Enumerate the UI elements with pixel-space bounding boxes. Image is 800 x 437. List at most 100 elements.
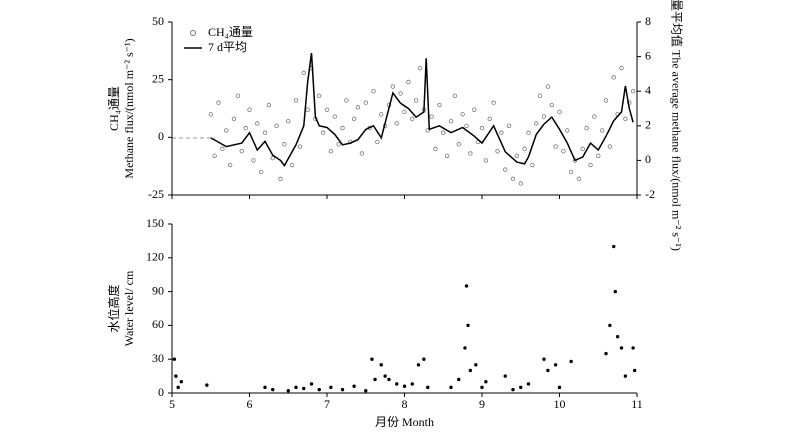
data-point <box>569 359 573 364</box>
data-point <box>472 107 477 112</box>
data-point <box>379 112 384 117</box>
data-point <box>592 114 597 119</box>
data-point <box>293 98 299 103</box>
data-point <box>565 128 570 133</box>
y-axis-label: Water level/ cm <box>122 270 136 346</box>
data-point <box>224 128 229 133</box>
y-tick-label: 90 <box>152 283 164 297</box>
data-point <box>355 105 361 110</box>
data-point <box>317 93 322 99</box>
data-point <box>534 121 539 126</box>
data-point <box>514 153 520 158</box>
data-point <box>537 93 543 99</box>
data-point <box>541 114 547 119</box>
data-point <box>545 84 551 89</box>
data-point <box>511 387 515 392</box>
data-point <box>546 368 550 373</box>
data-point <box>522 146 527 152</box>
data-point <box>402 384 407 388</box>
data-point <box>526 382 531 386</box>
data-point <box>364 389 368 393</box>
data-point <box>557 385 562 390</box>
data-point <box>596 153 601 158</box>
y-tick-label: 0 <box>158 385 164 399</box>
data-point <box>426 385 430 390</box>
data-point <box>612 244 616 249</box>
data-point <box>395 382 399 386</box>
x-tick-label: 11 <box>631 397 643 411</box>
data-point <box>324 107 330 112</box>
data-point <box>468 151 473 156</box>
data-point <box>499 130 504 135</box>
data-point <box>413 98 419 103</box>
data-point <box>588 162 593 168</box>
data-point <box>255 121 260 126</box>
data-point <box>406 79 411 85</box>
data-point <box>297 144 303 149</box>
data-point <box>623 116 628 122</box>
data-point <box>619 65 624 71</box>
x-axis-label: 月份 Month <box>375 415 434 429</box>
data-point <box>179 380 183 384</box>
data-point <box>344 98 349 103</box>
data-point <box>359 151 365 156</box>
y-tick-label: 25 <box>152 71 164 85</box>
data-point <box>205 383 209 387</box>
y-tick-label: 30 <box>152 351 164 365</box>
data-point <box>568 169 574 175</box>
y2-axis-label: CH₄通量平均值 The average methane flux/(nmol … <box>669 0 684 251</box>
data-point <box>448 118 454 124</box>
data-point <box>375 139 380 145</box>
y2-tick-label: 6 <box>645 48 651 62</box>
data-point <box>220 146 225 152</box>
data-point <box>623 374 628 378</box>
data-point <box>417 65 423 71</box>
data-point <box>608 323 612 328</box>
data-point <box>363 100 368 105</box>
data-point <box>383 374 387 378</box>
data-point <box>464 123 469 128</box>
data-point <box>301 70 306 75</box>
y2-tick-label: 0 <box>645 152 651 166</box>
data-point <box>174 374 178 378</box>
data-point <box>483 158 489 163</box>
data-point <box>553 144 558 149</box>
y2-tick-label: 4 <box>645 83 651 97</box>
data-point <box>262 130 268 135</box>
data-point <box>402 109 407 115</box>
data-point <box>468 368 473 373</box>
legend-label: 7 d平均 <box>208 40 247 54</box>
data-point <box>294 385 298 390</box>
legend-label: CH₄通量 <box>208 25 253 39</box>
data-point <box>351 116 357 122</box>
y-tick-label: 50 <box>152 14 164 28</box>
x-tick-label: 7 <box>324 397 330 411</box>
data-point <box>474 363 478 367</box>
y2-tick-label: -2 <box>645 187 655 201</box>
data-point <box>553 363 558 367</box>
data-point <box>613 289 617 294</box>
data-point <box>480 385 484 390</box>
data-point <box>332 114 337 119</box>
y-axis-label: CH₄通量 <box>107 86 121 131</box>
data-point <box>243 125 248 131</box>
data-point <box>274 123 279 128</box>
data-point <box>526 130 531 135</box>
data-point <box>561 148 566 154</box>
data-point <box>263 385 267 390</box>
y2-tick-label: 8 <box>645 14 651 28</box>
data-point <box>457 377 461 382</box>
data-point <box>289 162 295 168</box>
x-tick-label: 8 <box>402 397 408 411</box>
y-tick-label: 0 <box>158 129 164 143</box>
y-tick-label: 60 <box>152 317 164 331</box>
data-point <box>373 377 377 382</box>
y-axis-label: Methane flux/(nmol m⁻² s⁻¹) <box>122 38 136 178</box>
y-tick-label: 150 <box>146 216 164 230</box>
data-point <box>302 386 306 391</box>
x-tick-label: 5 <box>169 397 175 411</box>
data-point <box>398 91 403 96</box>
data-point <box>336 142 341 147</box>
data-point <box>460 112 465 117</box>
y2-tick-label: 2 <box>645 118 651 132</box>
